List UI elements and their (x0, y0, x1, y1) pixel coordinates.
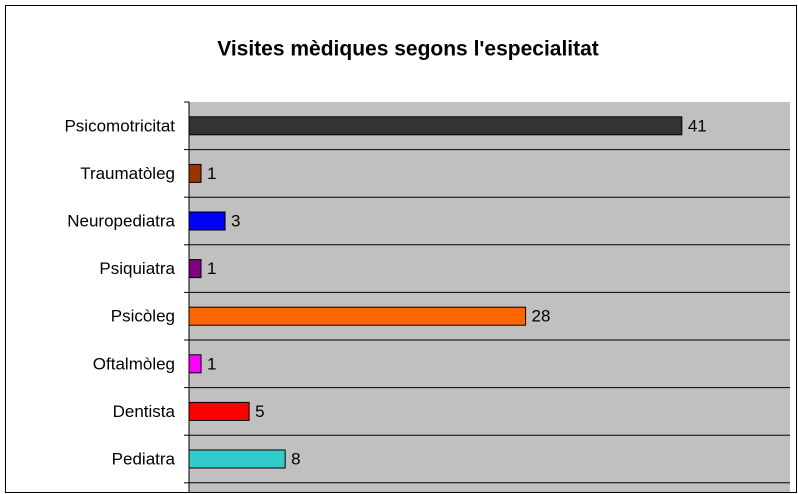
data-label: 41 (688, 116, 707, 135)
data-label: 1 (207, 259, 216, 278)
data-label: 3 (231, 211, 240, 230)
data-label: 1 (207, 354, 216, 373)
data-label: 28 (532, 307, 551, 326)
y-tick-label: Neuropediatra (67, 211, 175, 230)
y-tick-label: Traumatòleg (80, 164, 175, 183)
chart-title: Visites mèdiques segons l'especialitat (217, 38, 599, 61)
bar (188, 211, 226, 231)
y-tick-label: Psicomotricitat (64, 116, 175, 135)
bar (188, 401, 250, 421)
bar (188, 116, 683, 136)
data-label: 5 (255, 402, 264, 421)
plot-area (189, 102, 790, 492)
y-tick-label: Oftalmòleg (93, 354, 175, 373)
bar (188, 259, 202, 279)
bar (188, 354, 202, 374)
bar (188, 163, 202, 183)
bar (188, 449, 286, 469)
data-label: 8 (291, 449, 300, 468)
y-tick-label: Dentista (113, 402, 176, 421)
data-label: 1 (207, 164, 216, 183)
y-tick-label: Psicòleg (111, 307, 175, 326)
y-tick-label: Psiquiatra (99, 259, 175, 278)
y-tick-label: Pediatra (112, 449, 176, 468)
bar (188, 306, 527, 326)
